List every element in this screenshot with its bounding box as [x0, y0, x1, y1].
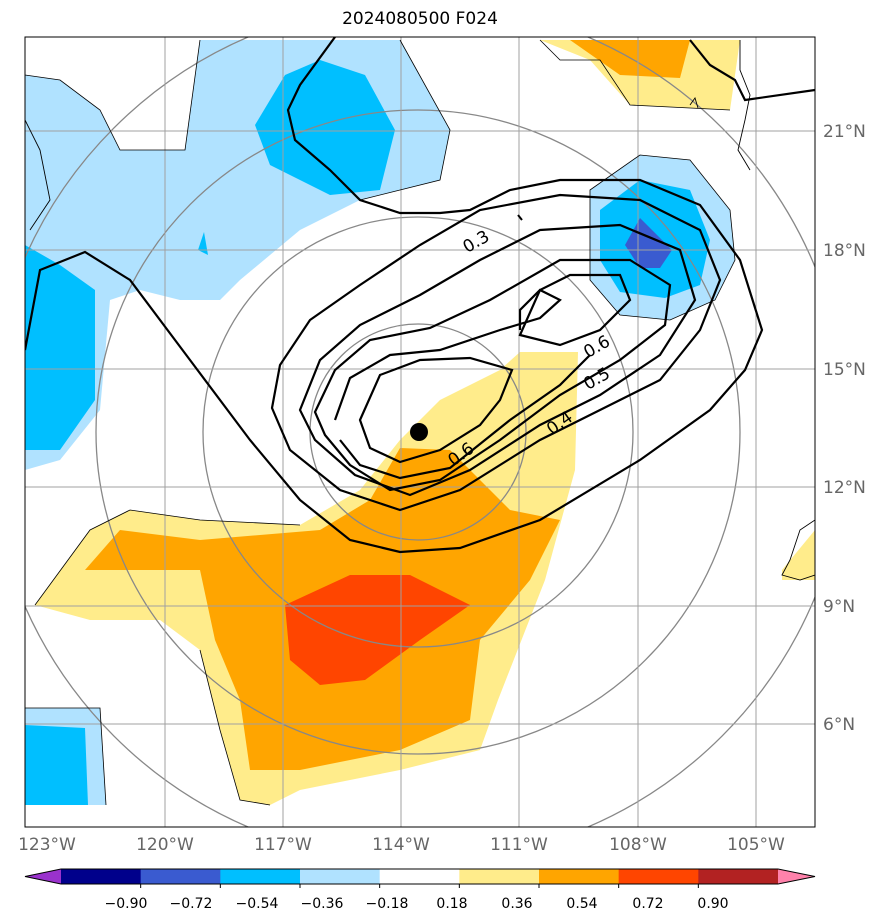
- colorbar-tick-label: −0.18: [366, 896, 409, 912]
- contour-lines: [25, 37, 815, 554]
- lon-label: 105°W: [727, 835, 785, 855]
- lat-label: 15°N: [823, 360, 866, 380]
- colorbar-tick-label: −0.72: [170, 896, 213, 912]
- longitude-labels: 123°W 120°W 117°W 114°W 111°W 108°W 105°…: [18, 835, 785, 855]
- colorbar-extend-low: [25, 869, 61, 884]
- colorbar-segment: [61, 869, 142, 884]
- colorbar-tick-label: 0.54: [566, 896, 597, 912]
- map-area: 0.3 0.6 0.5 0.4 0.6: [25, 37, 815, 827]
- shade-outlines: [25, 39, 736, 806]
- colorbar-tick-label: −0.54: [236, 896, 279, 912]
- lon-label: 111°W: [490, 835, 548, 855]
- contour-0-6-c: [339, 354, 591, 480]
- lon-label: 120°W: [136, 835, 194, 855]
- colorbar-tick-label: 0.36: [501, 896, 532, 912]
- colorbar-segment: [300, 869, 381, 884]
- contour-fragment: [517, 214, 523, 221]
- shade-blue-n: [255, 60, 395, 195]
- colorbar-segment: [220, 869, 301, 884]
- colorbar-extend-high: [778, 869, 815, 884]
- contour-ne: [689, 39, 815, 102]
- lon-label: 123°W: [18, 835, 76, 855]
- colorbar-tick-label: 0.18: [436, 896, 467, 912]
- shade-orangered-core: [285, 575, 470, 685]
- colorbar-segment: [459, 869, 540, 884]
- contour-outer: [25, 37, 764, 554]
- colorbar-segment: [618, 869, 699, 884]
- colorbar-tick-labels: −0.90 −0.72 −0.54 −0.36 −0.18 0.18 0.36 …: [105, 896, 729, 912]
- lat-label: 21°N: [823, 122, 866, 142]
- latitude-labels: 6°N 9°N 12°N 15°N 18°N 21°N: [823, 122, 866, 735]
- colorbar-tick-label: −0.36: [301, 896, 344, 912]
- lat-label: 9°N: [823, 597, 855, 617]
- contour-0-6-a: [333, 288, 562, 421]
- map-title: 2024080500 F024: [342, 9, 498, 29]
- colorbar-tick-label: −0.90: [105, 896, 148, 912]
- colorbar-segment: [539, 869, 620, 884]
- colorbar-segment: [379, 869, 460, 884]
- lon-label: 108°W: [609, 835, 667, 855]
- contour-0-6-b: [518, 273, 632, 347]
- lat-label: 6°N: [823, 715, 855, 735]
- colorbar-segment: [140, 869, 221, 884]
- contour-0-7: [358, 356, 514, 464]
- contour-0-5: [313, 258, 672, 492]
- contour-0-3: [270, 193, 722, 512]
- lat-label: 12°N: [823, 478, 866, 498]
- storm-center-marker: [410, 423, 428, 441]
- lon-label: 117°W: [254, 835, 312, 855]
- coastline: [25, 40, 815, 581]
- lat-label: 18°N: [823, 241, 866, 261]
- colorbar-segment: [698, 869, 779, 884]
- lon-label: 114°W: [372, 835, 430, 855]
- contour-0-4: [298, 223, 697, 497]
- colorbar-outline: [24, 868, 816, 885]
- map-frame: [24, 36, 816, 828]
- shade-royalblue-ne: [625, 218, 672, 268]
- shade-orange-ne: [570, 40, 690, 78]
- colorbar: [24, 868, 816, 888]
- shade-blue-small: [198, 232, 208, 255]
- shade-yellow-e: [782, 530, 815, 580]
- colorbar-tick-label: 0.72: [632, 896, 663, 912]
- shade-blue-w: [25, 245, 95, 450]
- colorbar-tick-label: 0.90: [697, 896, 728, 912]
- range-rings: [25, 37, 815, 827]
- shade-blue-sw: [25, 725, 88, 805]
